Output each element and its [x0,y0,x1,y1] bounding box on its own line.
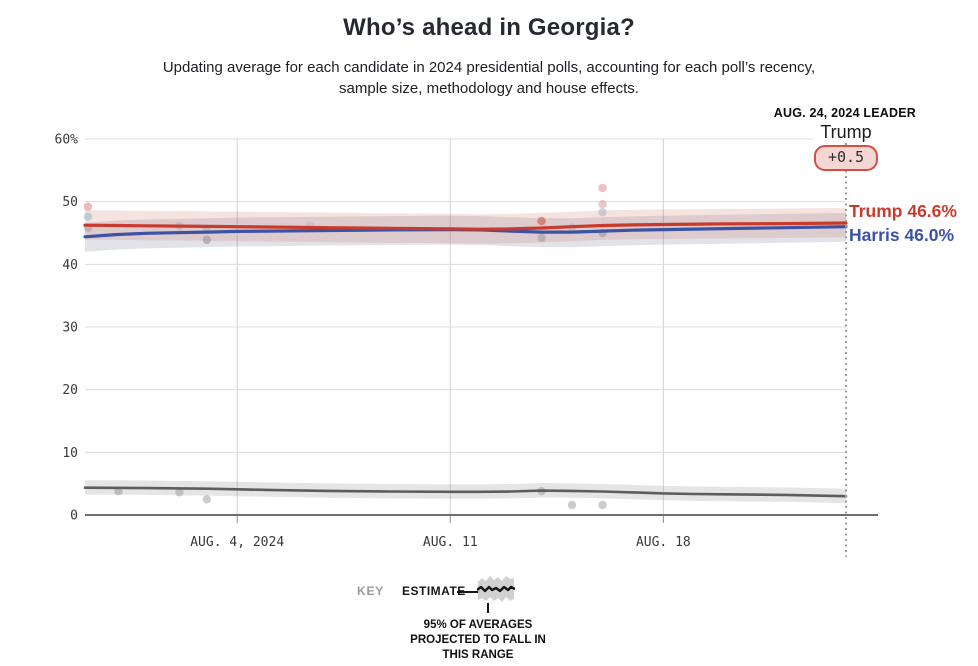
svg-text:AUG. 4, 2024: AUG. 4, 2024 [190,535,284,550]
trump-end-label: Trump 46.6% [849,201,957,221]
leader-margin-badge: +0.5 [813,145,879,171]
leader-name: Trump [813,122,879,143]
svg-text:50: 50 [62,195,78,210]
key-note-line-3: THIS RANGE [442,649,514,661]
key-note-line-2: PROJECTED TO FALL IN [410,634,546,646]
page-title: Who’s ahead in Georgia? [343,14,635,41]
svg-text:AUG. 18: AUG. 18 [636,535,691,550]
svg-text:30: 30 [62,321,78,336]
subtitle-line-1: Updating average for each candidate in 2… [162,59,816,76]
key-pointer-line [457,591,479,593]
svg-text:20: 20 [62,383,78,398]
estimate-range-icon [477,576,515,602]
svg-text:0: 0 [70,509,78,524]
key-label: KEY [357,584,385,598]
subtitle-line-2: sample size, methodology and house effec… [339,80,639,97]
leader-date-heading: AUG. 24, 2024 LEADER [773,106,916,120]
svg-text:40: 40 [62,258,78,273]
svg-text:10: 10 [62,446,78,461]
svg-text:AUG. 11: AUG. 11 [423,535,478,550]
key-tick-mark [487,603,489,613]
estimate-label: ESTIMATE [402,584,466,598]
key-note-line-1: 95% OF AVERAGES [423,619,533,631]
key-note: 95% OF AVERAGES PROJECTED TO FALL IN THI… [410,618,546,663]
chart-subtitle: Updating average for each candidate in 2… [0,57,978,99]
svg-text:60%: 60% [55,133,79,148]
harris-end-label: Harris 46.0% [849,225,955,245]
